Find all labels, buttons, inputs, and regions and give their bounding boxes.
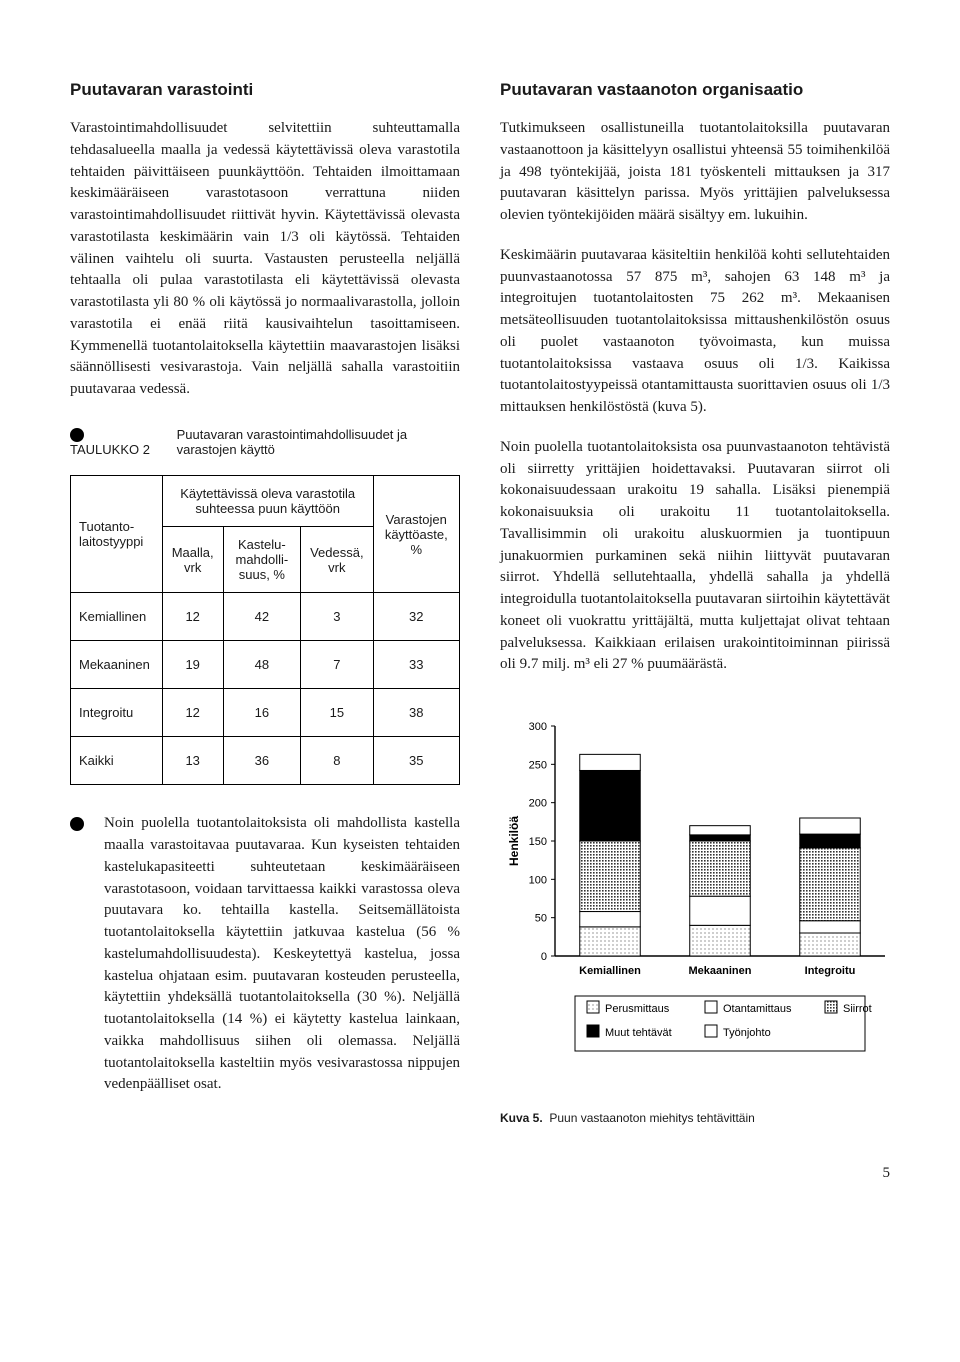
cell-maalla: 19	[162, 641, 223, 689]
svg-text:Muut tehtävät: Muut tehtävät	[605, 1027, 672, 1039]
right-p1: Tutkimukseen osallistuneilla tuotantolai…	[500, 118, 890, 227]
bullet-icon	[70, 817, 84, 831]
svg-text:50: 50	[535, 913, 547, 925]
svg-text:100: 100	[529, 874, 547, 886]
cell-kaytto: 38	[373, 689, 459, 737]
svg-text:Otantamittaus: Otantamittaus	[723, 1003, 792, 1015]
chart-svg: 0 50 100 150 200 250 300 Henkilöä Kemiallinen Mek…	[500, 716, 900, 1076]
svg-text:Siirrot: Siirrot	[843, 1003, 872, 1015]
svg-text:Integroitu: Integroitu	[805, 965, 856, 977]
table-caption-label: TAULUKKO 2	[70, 442, 150, 457]
bullet-icon	[70, 428, 84, 442]
left-p2: Noin puolella tuotantolaitoksista oli ma…	[104, 813, 460, 1096]
storage-table: Tuotanto-laitostyyppi Käytettävissä olev…	[70, 475, 460, 785]
right-p2: Keskimäärin puutavaraa käsiteltiin henki…	[500, 245, 890, 419]
cell-vedessa: 7	[301, 641, 373, 689]
page-number: 5	[0, 1165, 960, 1212]
cell-vedessa: 8	[301, 737, 373, 785]
table-row: Mekaaninen1948733	[71, 641, 460, 689]
cell-maalla: 12	[162, 593, 223, 641]
cell-kastelu: 48	[223, 641, 301, 689]
cell-kaytto: 32	[373, 593, 459, 641]
table-row: Kemiallinen1242332	[71, 593, 460, 641]
svg-text:200: 200	[529, 798, 547, 810]
cell-kastelu: 36	[223, 737, 301, 785]
cell-maalla: 13	[162, 737, 223, 785]
chart-kuva5: 0 50 100 150 200 250 300 Henkilöä Kemiallinen Mek…	[500, 716, 890, 1125]
svg-text:Mekaaninen: Mekaaninen	[689, 965, 752, 977]
svg-text:300: 300	[529, 721, 547, 733]
th-rowlabel: Tuotanto-laitostyyppi	[71, 476, 163, 593]
cell-kaytto: 33	[373, 641, 459, 689]
left-p1: Varastointimahdollisuudet selvitettiin s…	[70, 118, 460, 401]
svg-text:150: 150	[529, 836, 547, 848]
th-kastelu: Kastelu-mahdolli-suus, %	[223, 527, 301, 593]
right-p3: Noin puolella tuotantolaitoksista osa pu…	[500, 437, 890, 676]
th-group: Käytettävissä oleva varastotila suhteess…	[162, 476, 373, 527]
svg-text:Henkilöä: Henkilöä	[507, 816, 521, 866]
svg-text:250: 250	[529, 759, 547, 771]
cell-name: Kemiallinen	[71, 593, 163, 641]
svg-text:Perusmittaus: Perusmittaus	[605, 1003, 670, 1015]
right-heading: Puutavaran vastaanoton organisaatio	[500, 80, 890, 100]
cell-vedessa: 15	[301, 689, 373, 737]
table-row: Kaikki1336835	[71, 737, 460, 785]
table-caption: TAULUKKO 2 Puutavaran varastointimahdoll…	[70, 427, 460, 458]
cell-name: Integroitu	[71, 689, 163, 737]
th-last: Varastojen käyttöaste, %	[373, 476, 459, 593]
th-maalla: Maalla, vrk	[162, 527, 223, 593]
fig-label: Kuva 5.	[500, 1111, 543, 1125]
cell-vedessa: 3	[301, 593, 373, 641]
cell-name: Mekaaninen	[71, 641, 163, 689]
svg-text:Työnjohto: Työnjohto	[723, 1027, 771, 1039]
table-row: Integroitu12161538	[71, 689, 460, 737]
table-caption-text: Puutavaran varastointimahdollisuudet ja …	[177, 427, 460, 458]
cell-kastelu: 16	[223, 689, 301, 737]
cell-name: Kaikki	[71, 737, 163, 785]
cell-kastelu: 42	[223, 593, 301, 641]
left-heading: Puutavaran varastointi	[70, 80, 460, 100]
svg-text:Kemiallinen: Kemiallinen	[579, 965, 641, 977]
cell-kaytto: 35	[373, 737, 459, 785]
cell-maalla: 12	[162, 689, 223, 737]
fig-text: Puun vastaanoton miehitys tehtävittäin	[549, 1111, 754, 1125]
svg-text:0: 0	[541, 951, 547, 963]
th-vedessa: Vedessä, vrk	[301, 527, 373, 593]
